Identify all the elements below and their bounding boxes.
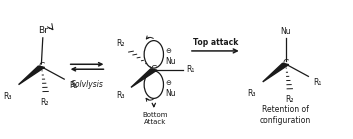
Text: Br: Br xyxy=(38,26,48,35)
Text: C: C xyxy=(38,62,44,71)
Text: ⊖: ⊖ xyxy=(166,80,171,86)
Text: R₁: R₁ xyxy=(186,65,195,74)
Polygon shape xyxy=(263,63,289,82)
Text: R₂: R₂ xyxy=(116,39,125,48)
Text: R₂: R₂ xyxy=(41,98,49,107)
Text: R₂: R₂ xyxy=(285,95,293,104)
Text: Nu: Nu xyxy=(166,89,176,98)
Text: Nu: Nu xyxy=(166,57,176,66)
Text: Nu: Nu xyxy=(280,28,291,36)
Text: R₃: R₃ xyxy=(116,91,125,100)
Text: R₁: R₁ xyxy=(69,81,77,90)
Polygon shape xyxy=(19,66,44,85)
Text: R₁: R₁ xyxy=(313,78,321,87)
Text: ⊖: ⊖ xyxy=(166,48,171,54)
Text: Solvlysis: Solvlysis xyxy=(71,80,103,89)
Text: Top attack: Top attack xyxy=(193,39,238,48)
Text: C: C xyxy=(282,59,289,69)
Text: Retention of
configuration: Retention of configuration xyxy=(260,105,311,125)
Text: R₃: R₃ xyxy=(3,92,12,101)
Text: Bottom
Attack: Bottom Attack xyxy=(143,112,168,125)
Text: R₃: R₃ xyxy=(247,90,256,98)
Polygon shape xyxy=(131,69,157,87)
Text: C: C xyxy=(151,65,157,74)
